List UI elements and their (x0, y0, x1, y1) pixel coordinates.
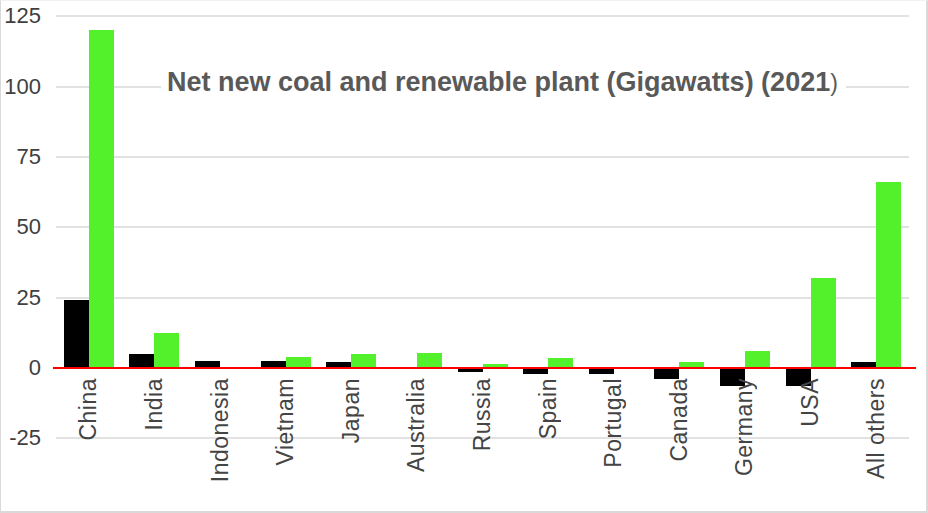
renewable-bar-germany (745, 351, 770, 368)
x-axis-category-label-vietnam: Vietnam (253, 378, 319, 513)
renewable-bar-india (154, 333, 179, 368)
x-axis-category-label-portugal: Portugal (581, 378, 647, 513)
gridline-25 (56, 297, 909, 299)
y-axis-tick-label-75: 75 (1, 143, 41, 171)
x-axis-category-text-usa: USA (797, 378, 824, 427)
x-axis-category-label-russia: Russia (450, 378, 516, 513)
x-axis-category-text-japan: Japan (338, 378, 365, 443)
gridline-50 (56, 226, 909, 228)
x-axis-category-text-india: India (141, 378, 168, 430)
x-axis-category-label-china: China (56, 378, 122, 513)
x-axis-category-label-indonesia: Indonesia (187, 378, 253, 513)
renewable-bar-all-others (876, 182, 901, 368)
bar-chart: Net new coal and renewable plant (Gigawa… (0, 0, 928, 513)
x-axis-category-label-australia: Australia (384, 378, 450, 513)
renewable-bar-china (89, 30, 114, 368)
x-axis-category-text-vietnam: Vietnam (272, 378, 299, 465)
x-axis-category-text-china: China (75, 378, 102, 441)
y-axis-tick-label-0: 0 (1, 354, 41, 382)
x-axis-category-text-portugal: Portugal (600, 378, 627, 468)
coal-bar-portugal (589, 368, 614, 374)
zero-baseline (53, 367, 916, 369)
x-axis-category-label-germany: Germany (712, 378, 778, 513)
x-axis-category-text-indonesia: Indonesia (207, 378, 234, 482)
gridline-75 (56, 156, 909, 158)
y-axis-tick-label-125: 125 (1, 2, 41, 30)
x-axis-category-label-all-others: All others (843, 378, 909, 513)
y-axis-tick-label-25: 25 (1, 284, 41, 312)
renewable-bar-usa (811, 278, 836, 368)
chart-title: Net new coal and renewable plant (Gigawa… (161, 63, 846, 104)
x-axis-category-label-canada: Canada (647, 378, 713, 513)
x-axis-category-label-spain: Spain (515, 378, 581, 513)
gridline-125 (56, 15, 909, 17)
x-axis-category-text-russia: Russia (469, 378, 496, 451)
x-axis-category-label-japan: Japan (318, 378, 384, 513)
coal-bar-china (64, 300, 89, 368)
x-axis-category-label-india: India (122, 378, 188, 513)
x-axis-category-text-canada: Canada (666, 378, 693, 462)
x-axis-category-text-germany: Germany (731, 378, 758, 476)
chart-title-tail: ) (830, 70, 838, 96)
x-axis-category-text-australia: Australia (403, 378, 430, 472)
y-axis-tick-label--25: -25 (1, 424, 41, 452)
y-axis-tick-label-100: 100 (1, 73, 41, 101)
x-axis-category-text-all-others: All others (863, 378, 890, 479)
x-axis-category-label-usa: USA (778, 378, 844, 513)
coal-bar-spain (523, 368, 548, 374)
y-axis-tick-label-50: 50 (1, 213, 41, 241)
coal-bar-russia (458, 368, 483, 372)
chart-title-main: Net new coal and renewable plant (Gigawa… (167, 67, 830, 97)
x-axis-category-text-spain: Spain (535, 378, 562, 439)
